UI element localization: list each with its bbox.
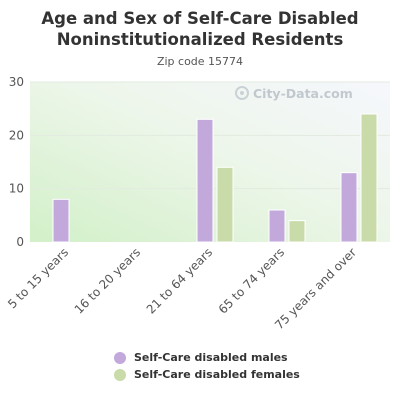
x-tick-label: 65 to 74 years	[216, 245, 287, 316]
bar-females	[288, 220, 306, 243]
bar-males	[268, 209, 286, 243]
x-tick-label: 16 to 20 years	[72, 245, 143, 316]
watermark-text: City-Data.com	[253, 86, 353, 101]
city-data-watermark: City-Data.com	[235, 86, 353, 101]
chart-subtitle: Zip code 15774	[156, 55, 244, 68]
legend-item-females: Self-Care disabled females	[114, 366, 300, 383]
legend-label-males: Self-Care disabled males	[134, 351, 288, 364]
bar-males	[52, 198, 70, 243]
bar-females	[360, 113, 378, 243]
y-tick-label: 30	[9, 75, 24, 89]
legend-swatch-females	[114, 368, 126, 381]
x-tick-label: 21 to 64 years	[144, 245, 215, 316]
x-tick-label: 5 to 15 years	[5, 245, 71, 311]
bar-males	[196, 118, 214, 243]
watermark-search-icon	[235, 86, 249, 100]
y-tick-label: 0	[16, 235, 24, 249]
y-tick-label: 10	[9, 182, 24, 196]
y-tick-label: 20	[9, 128, 24, 142]
bar-males	[340, 172, 358, 243]
chart-title-line-2: Noninstitutionalized Residents	[56, 30, 344, 49]
chart-title-line-1: Age and Sex of Self-Care Disabled	[41, 9, 359, 28]
legend-swatch-males	[114, 351, 126, 364]
legend-label-females: Self-Care disabled females	[134, 368, 300, 381]
bar-females	[216, 166, 234, 243]
legend: Self-Care disabled males Self-Care disab…	[114, 349, 300, 383]
legend-item-males: Self-Care disabled males	[114, 349, 300, 366]
x-tick-label: 75 years and over	[272, 245, 359, 332]
bar-chart: City-Data.com 0 10 20 30 5 to 15 years 16 to…	[5, 75, 390, 332]
chart-title: Age and Sex of Self-Care Disabled Nonins…	[0, 8, 400, 50]
